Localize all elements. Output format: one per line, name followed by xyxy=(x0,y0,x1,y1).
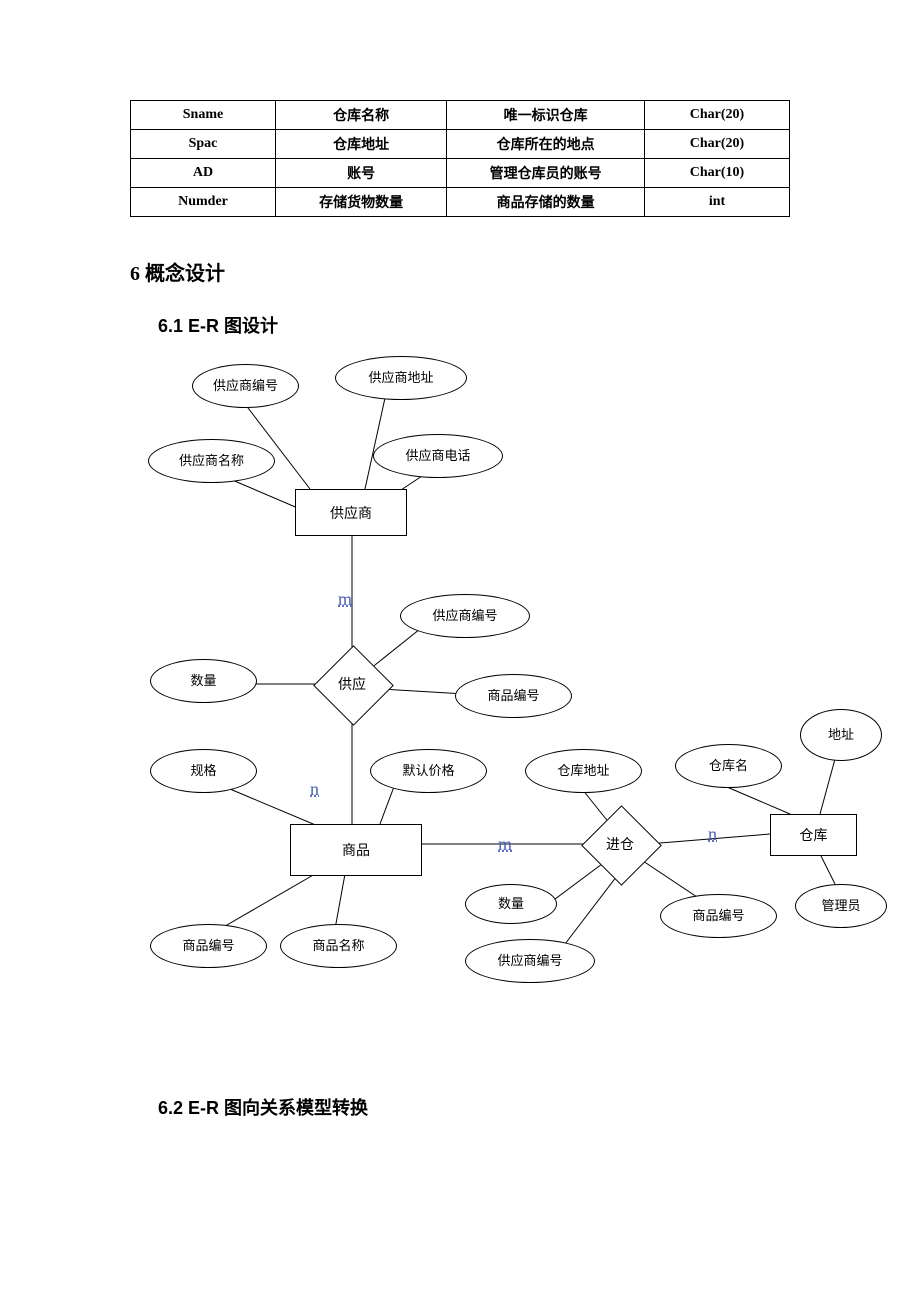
er-cardinality: m xyxy=(338,589,352,610)
er-attribute: 供应商电话 xyxy=(373,434,503,478)
cell: 商品存储的数量 xyxy=(447,188,645,217)
er-attribute: 仓库名 xyxy=(675,744,782,788)
er-attribute: 规格 xyxy=(150,749,257,793)
cell: 唯一标识仓库 xyxy=(447,101,645,130)
er-attribute: 商品编号 xyxy=(455,674,572,718)
er-entity: 仓库 xyxy=(770,814,857,856)
er-attribute: 地址 xyxy=(800,709,882,761)
cell: int xyxy=(644,188,789,217)
cell: Char(10) xyxy=(644,159,789,188)
er-entity: 供应商 xyxy=(295,489,407,536)
table-row: AD 账号 管理仓库员的账号 Char(10) xyxy=(131,159,790,188)
cell: 账号 xyxy=(275,159,446,188)
section-heading: 6 概念设计 xyxy=(130,257,790,286)
er-attribute: 供应商编号 xyxy=(400,594,530,638)
er-cardinality: n xyxy=(708,824,717,845)
er-cardinality: m xyxy=(498,834,512,855)
subsection-heading: 6.2 E-R 图向关系模型转换 xyxy=(158,1094,790,1120)
cell: Numder xyxy=(131,188,276,217)
er-attribute: 商品编号 xyxy=(150,924,267,968)
er-entity: 商品 xyxy=(290,824,422,876)
cell: 仓库所在的地点 xyxy=(447,130,645,159)
er-attribute: 商品编号 xyxy=(660,894,777,938)
table-row: Numder 存储货物数量 商品存储的数量 int xyxy=(131,188,790,217)
er-attribute: 供应商地址 xyxy=(335,356,467,400)
er-relationship: 供应 xyxy=(325,657,380,712)
cell: 存储货物数量 xyxy=(275,188,446,217)
er-attribute: 供应商编号 xyxy=(192,364,299,408)
er-attribute: 商品名称 xyxy=(280,924,397,968)
field-table: Sname 仓库名称 唯一标识仓库 Char(20) Spac 仓库地址 仓库所… xyxy=(130,100,790,217)
er-attribute: 供应商编号 xyxy=(465,939,595,983)
er-attribute: 默认价格 xyxy=(370,749,487,793)
cell: Sname xyxy=(131,101,276,130)
table-row: Spac 仓库地址 仓库所在的地点 Char(20) xyxy=(131,130,790,159)
cell: 仓库地址 xyxy=(275,130,446,159)
er-attribute: 数量 xyxy=(150,659,257,703)
er-attribute: 管理员 xyxy=(795,884,887,928)
er-cardinality: n xyxy=(310,779,319,800)
cell: Spac xyxy=(131,130,276,159)
er-relationship: 进仓 xyxy=(593,817,648,872)
cell: 管理仓库员的账号 xyxy=(447,159,645,188)
cell: 仓库名称 xyxy=(275,101,446,130)
er-attribute: 数量 xyxy=(465,884,557,924)
cell: AD xyxy=(131,159,276,188)
cell: Char(20) xyxy=(644,101,789,130)
table-row: Sname 仓库名称 唯一标识仓库 Char(20) xyxy=(131,101,790,130)
subsection-heading: 6.1 E-R 图设计 xyxy=(158,312,790,338)
er-attribute: 仓库地址 xyxy=(525,749,642,793)
cell: Char(20) xyxy=(644,130,789,159)
er-diagram: 供应商编号供应商地址供应商名称供应商电话供应商编号数量商品编号规格默认价格仓库地… xyxy=(120,354,880,994)
er-attribute: 供应商名称 xyxy=(148,439,275,483)
